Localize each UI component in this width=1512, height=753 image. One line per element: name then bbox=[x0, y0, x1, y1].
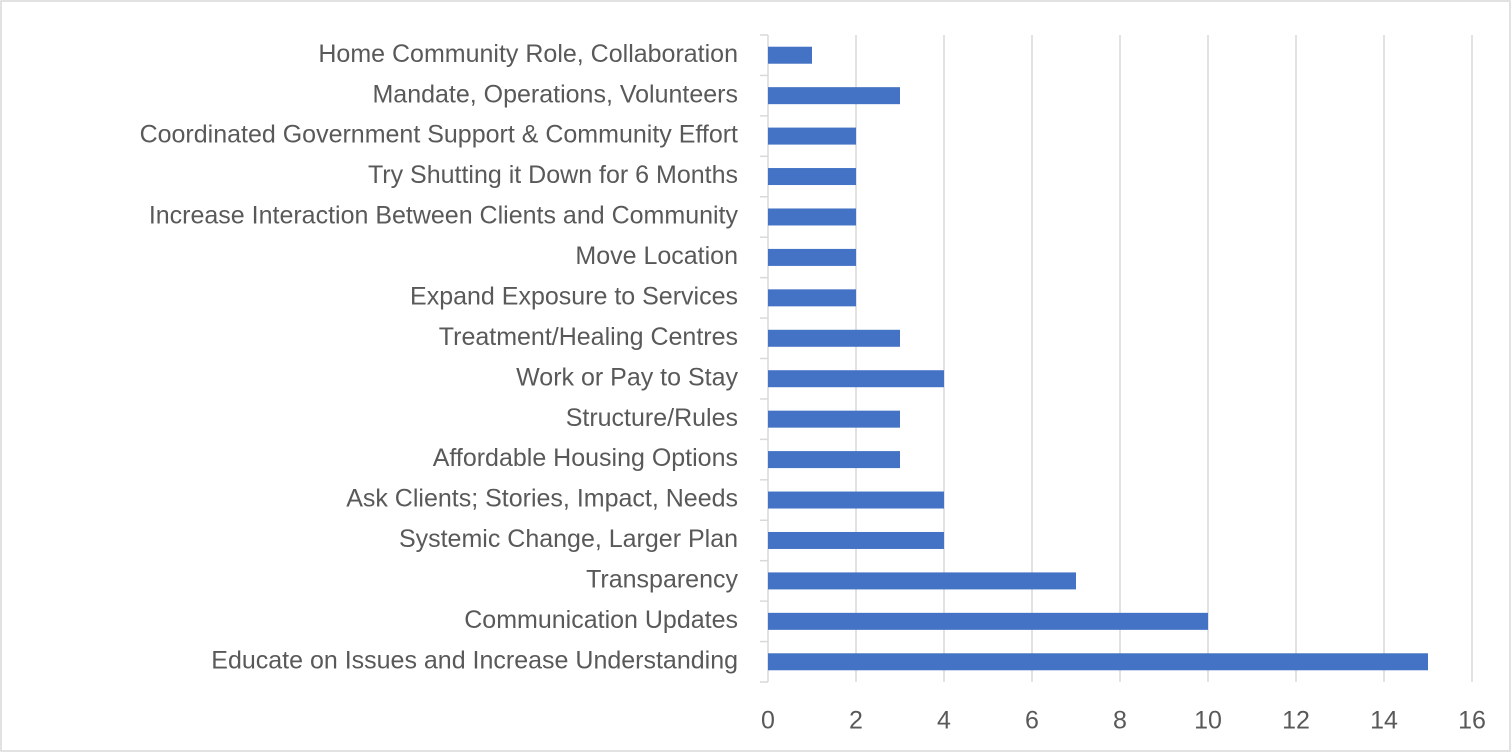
y-tick-label: Affordable Housing Options bbox=[433, 444, 738, 472]
bar bbox=[768, 46, 812, 64]
bar bbox=[768, 208, 856, 226]
x-tick-label: 2 bbox=[849, 707, 863, 735]
y-tick-label: Structure/Rules bbox=[566, 404, 738, 432]
y-tick-label: Increase Interaction Between Clients and… bbox=[149, 202, 739, 230]
bar bbox=[768, 572, 1076, 590]
x-tick-label: 14 bbox=[1370, 707, 1398, 735]
y-tick-label: Treatment/Healing Centres bbox=[439, 323, 738, 351]
x-tick-label: 16 bbox=[1458, 707, 1486, 735]
x-tick-label: 6 bbox=[1025, 707, 1039, 735]
y-tick-label: Systemic Change, Larger Plan bbox=[399, 525, 738, 553]
bar bbox=[768, 329, 900, 347]
bar bbox=[768, 289, 856, 307]
bar bbox=[768, 168, 856, 186]
y-tick-label: Expand Exposure to Services bbox=[410, 282, 738, 310]
bar bbox=[768, 653, 1428, 671]
y-tick-label: Home Community Role, Collaboration bbox=[318, 40, 738, 68]
y-tick-label: Move Location bbox=[575, 242, 738, 270]
bar bbox=[768, 612, 1208, 630]
x-tick-label: 4 bbox=[937, 707, 951, 735]
bar bbox=[768, 248, 856, 266]
x-tick-label: 12 bbox=[1282, 707, 1310, 735]
bar bbox=[768, 127, 856, 145]
y-tick-label: Try Shutting it Down for 6 Months bbox=[368, 161, 738, 189]
y-tick-label: Coordinated Government Support & Communi… bbox=[140, 121, 738, 149]
y-tick-label: Educate on Issues and Increase Understan… bbox=[211, 646, 738, 674]
bar bbox=[768, 531, 944, 549]
x-tick-label: 0 bbox=[761, 707, 775, 735]
bar bbox=[768, 87, 900, 105]
y-tick-label: Ask Clients; Stories, Impact, Needs bbox=[346, 485, 738, 513]
bar bbox=[768, 410, 900, 428]
y-tick-label: Mandate, Operations, Volunteers bbox=[372, 80, 738, 108]
y-tick-label: Communication Updates bbox=[464, 606, 738, 634]
bar bbox=[768, 491, 944, 509]
y-tick-label: Transparency bbox=[586, 566, 738, 594]
x-tick-label: 10 bbox=[1194, 707, 1222, 735]
y-tick-label: Work or Pay to Stay bbox=[516, 363, 738, 391]
bar bbox=[768, 451, 900, 469]
x-tick-label: 8 bbox=[1113, 707, 1127, 735]
bar bbox=[768, 370, 944, 388]
